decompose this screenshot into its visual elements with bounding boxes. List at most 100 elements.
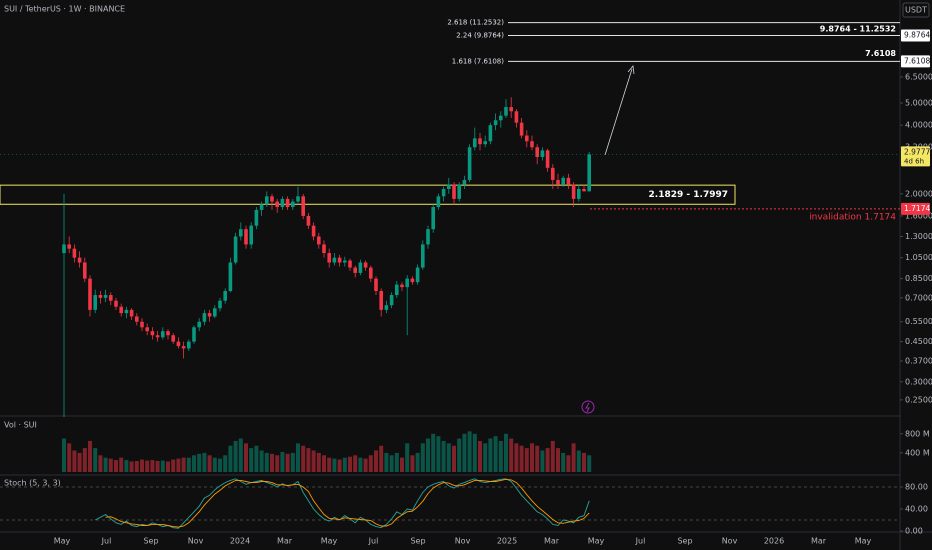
volume-bar — [192, 455, 196, 472]
candle-body — [155, 335, 160, 338]
volume-bar — [561, 452, 566, 472]
volume-bar — [160, 460, 165, 472]
candle-body — [296, 196, 300, 202]
x-tick-label: Nov — [455, 537, 471, 546]
candle-body — [72, 248, 77, 258]
candle-body — [374, 278, 378, 292]
x-tick-label: 2025 — [497, 537, 517, 546]
candle-body — [493, 120, 498, 126]
candle-body — [124, 309, 129, 314]
fib-label: 2.24 (9.8764) — [456, 32, 504, 40]
volume-bar — [431, 433, 436, 472]
candle-body — [421, 244, 425, 268]
volume-bar — [478, 440, 482, 472]
volume-bar — [93, 448, 98, 472]
volume-bar — [270, 453, 274, 472]
y-tick-label: 0.4500 — [905, 337, 932, 346]
volume-bar — [119, 457, 124, 472]
event-icon-bolt — [585, 402, 590, 413]
volume-bar — [337, 459, 342, 472]
candle-body — [259, 204, 264, 210]
volume-bar — [280, 451, 285, 472]
candle-body — [582, 188, 586, 192]
candle-body — [311, 225, 316, 237]
volume-bar — [530, 443, 534, 472]
candle-body — [530, 141, 534, 148]
volume-bar — [353, 455, 358, 472]
candle-body — [140, 321, 144, 328]
candle-body — [275, 201, 279, 208]
candle-body — [114, 300, 118, 307]
volume-bar — [566, 455, 571, 472]
candle-body — [202, 313, 207, 322]
candle-body — [67, 244, 71, 249]
candle-body — [265, 196, 269, 205]
candle-body — [478, 138, 482, 145]
volume-tick-label: 400 M — [905, 448, 930, 457]
candle-body — [62, 244, 66, 254]
candle-body — [441, 188, 446, 197]
y-tick-label: 0.5500 — [905, 317, 932, 326]
last-price-tag — [901, 146, 930, 167]
currency-box[interactable] — [902, 2, 930, 18]
volume-bar — [197, 453, 202, 472]
fib-label: 1.618 (7.6108) — [452, 57, 504, 65]
candle-body — [395, 284, 399, 296]
volume-bar — [72, 450, 77, 472]
candle-body — [587, 154, 591, 192]
price-tag — [901, 202, 930, 215]
candle-body — [353, 267, 357, 273]
x-tick-label: Nov — [722, 537, 738, 546]
candle-body — [223, 291, 227, 301]
candle-body — [379, 291, 383, 310]
last-price-label: 2.9777 — [904, 147, 930, 156]
volume-bar — [415, 452, 420, 472]
price-tag — [901, 29, 930, 42]
y-tick-label: 0.7000 — [905, 293, 932, 302]
volume-bar — [124, 460, 129, 472]
volume-bar — [145, 460, 150, 472]
candle-body — [317, 236, 321, 245]
candle-body — [488, 125, 493, 142]
volume-bar — [82, 448, 87, 472]
candle-body — [577, 188, 581, 199]
candle-body — [218, 300, 222, 309]
candle-body — [363, 262, 368, 268]
volume-bar — [374, 450, 378, 472]
candle-body — [187, 341, 191, 349]
candle-body — [244, 229, 248, 245]
candle-body — [337, 257, 342, 263]
candle-body — [556, 179, 560, 185]
volume-bar — [327, 457, 332, 472]
candle-body — [93, 295, 97, 310]
candle-body — [239, 229, 243, 237]
candle-body — [462, 179, 467, 185]
volume-bar — [368, 455, 373, 472]
candle-body — [540, 150, 545, 157]
volume-bar — [129, 461, 134, 472]
target-label: 7.6108 — [865, 49, 896, 58]
y-tick-label: 0.3700 — [905, 357, 932, 366]
candle-body — [228, 262, 233, 292]
candle-body — [473, 138, 477, 148]
candle-body — [535, 147, 539, 157]
event-icon[interactable] — [581, 400, 595, 414]
candle-body — [452, 184, 456, 199]
candle-body — [207, 313, 212, 317]
x-tick-label: Sep — [410, 537, 425, 546]
candle-body — [77, 257, 82, 263]
volume-bar — [462, 433, 467, 472]
x-tick-label: Nov — [188, 537, 204, 546]
volume-bar — [342, 457, 347, 472]
candle-body — [291, 201, 295, 208]
volume-bar — [472, 433, 477, 472]
candle-body — [348, 260, 352, 268]
volume-bar — [493, 436, 498, 472]
candle-body — [483, 141, 487, 145]
candle-body — [514, 111, 519, 123]
y-tick-label: 1.3000 — [905, 232, 932, 241]
x-tick-label: Jul — [368, 537, 379, 546]
candle-body — [551, 167, 555, 180]
zone-label: 2.1829 - 1.7997 — [649, 190, 728, 200]
candle-body — [415, 267, 420, 283]
